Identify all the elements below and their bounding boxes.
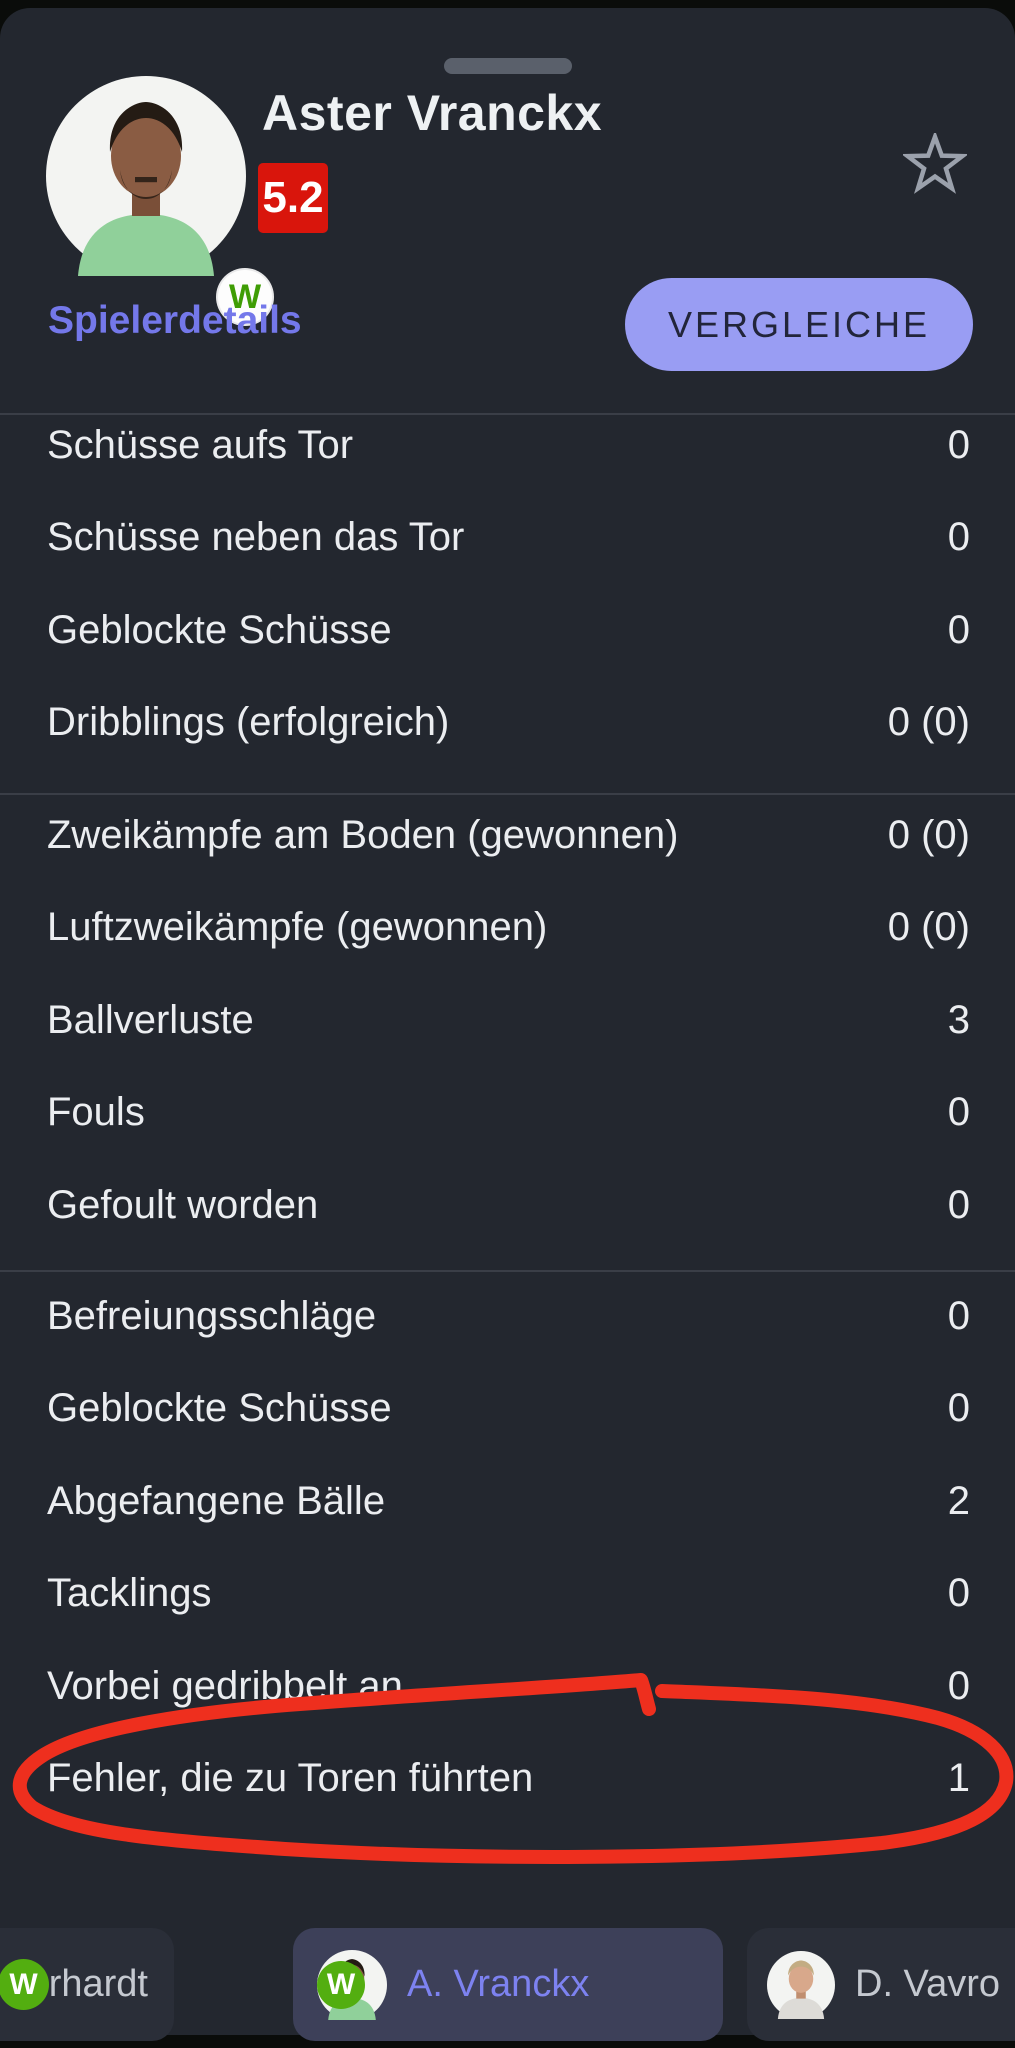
stat-value: 0 — [947, 607, 970, 652]
stat-row: Befreiungsschläge 0 — [0, 1270, 1015, 1363]
player-chip-vranckx[interactable]: A. Vranckx W — [293, 1928, 723, 2041]
stats-group-duels: Zweikämpfe am Boden (gewonnen) 0 (0) Luf… — [0, 789, 1015, 1252]
stat-label: Ballverluste — [47, 997, 254, 1042]
stat-row: Schüsse aufs Tor 0 — [0, 399, 1015, 492]
stat-row: Fouls 0 — [0, 1067, 1015, 1160]
stat-value: 0 — [947, 1182, 970, 1227]
stat-row: Dribblings (erfolgreich) 0 (0) — [0, 677, 1015, 770]
compare-button[interactable]: VERGLEICHE — [625, 278, 973, 371]
stat-value: 0 — [947, 1293, 970, 1338]
stat-value: 0 (0) — [887, 812, 970, 857]
stat-row: Ballverluste 3 — [0, 974, 1015, 1067]
stat-label: Geblockte Schüsse — [47, 1386, 392, 1431]
stats-group-defending: Befreiungsschläge 0 Geblockte Schüsse 0 … — [0, 1270, 1015, 1825]
stat-label: Schüsse neben das Tor — [47, 515, 465, 560]
stat-label: Schüsse aufs Tor — [47, 422, 354, 467]
stat-label: Befreiungsschläge — [47, 1293, 377, 1338]
stat-value: 0 — [947, 1663, 970, 1708]
stat-row: Zweikämpfe am Boden (gewonnen) 0 (0) — [0, 789, 1015, 882]
stat-value: 0 (0) — [887, 905, 970, 950]
stats-group-shooting: Schüsse aufs Tor 0 Schüsse neben das Tor… — [0, 399, 1015, 769]
chip-avatar — [767, 1950, 835, 2019]
stat-label: Tacklings — [47, 1571, 212, 1616]
divider — [0, 793, 1015, 795]
favorite-star-icon[interactable] — [903, 133, 967, 197]
stat-row: Gefoult worden 0 — [0, 1159, 1015, 1252]
player-avatar: W — [46, 76, 272, 324]
stat-value: 0 — [947, 1090, 970, 1135]
stat-label: Vorbei gedribbelt an — [47, 1663, 403, 1708]
divider — [0, 1270, 1015, 1272]
sheet-drag-handle[interactable] — [443, 58, 572, 74]
stat-row: Schüsse neben das Tor 0 — [0, 492, 1015, 585]
rating-badge: 5.2 — [258, 163, 328, 233]
stat-value: 0 — [947, 422, 970, 467]
stat-value: 0 — [947, 1386, 970, 1431]
stat-value: 2 — [947, 1478, 970, 1523]
wolfsburg-badge-icon: W — [0, 1959, 49, 2010]
stat-label: Luftzweikämpfe (gewonnen) — [47, 905, 548, 950]
stat-label: Fouls — [47, 1090, 145, 1135]
stat-label: Fehler, die zu Toren führten — [47, 1756, 534, 1801]
stat-label: Abgefangene Bälle — [47, 1478, 386, 1523]
stat-value: 0 — [947, 1571, 970, 1616]
player-chip-vavro[interactable]: D. Vavro — [747, 1928, 1015, 2041]
stat-row: Fehler, die zu Toren führten 1 — [0, 1733, 1015, 1826]
stat-row: Vorbei gedribbelt an 0 — [0, 1640, 1015, 1733]
chip-label: A. Vranckx — [407, 1963, 590, 2005]
stat-label: Zweikämpfe am Boden (gewonnen) — [47, 812, 679, 857]
wolfsburg-badge-icon: W — [218, 270, 272, 324]
player-details-link[interactable]: Spielerdetails — [48, 299, 302, 342]
stat-row: Abgefangene Bälle 2 — [0, 1455, 1015, 1548]
stat-row: Geblockte Schüsse 0 — [0, 1363, 1015, 1456]
stat-value: 3 — [947, 997, 970, 1042]
stat-value: 1 — [947, 1756, 970, 1801]
stat-label: Gefoult worden — [47, 1182, 319, 1227]
stat-row: Tacklings 0 — [0, 1548, 1015, 1641]
stat-row: Luftzweikämpfe (gewonnen) 0 (0) — [0, 882, 1015, 975]
stat-label: Dribblings (erfolgreich) — [47, 700, 450, 745]
player-name: Aster Vranckx — [262, 85, 603, 141]
bottom-sheet: W Aster Vranckx 5.2 Spielerdetails VERGL… — [0, 8, 1015, 2041]
stat-label: Geblockte Schüsse — [47, 607, 392, 652]
stat-value: 0 (0) — [887, 700, 970, 745]
player-chip-gerhardt[interactable]: Gerhardt W — [0, 1928, 174, 2041]
wolfsburg-badge-icon: W — [317, 1960, 365, 2009]
stat-value: 0 — [947, 515, 970, 560]
chip-label: D. Vavro — [855, 1963, 1001, 2005]
divider — [0, 413, 1015, 415]
stat-row: Geblockte Schüsse 0 — [0, 584, 1015, 677]
